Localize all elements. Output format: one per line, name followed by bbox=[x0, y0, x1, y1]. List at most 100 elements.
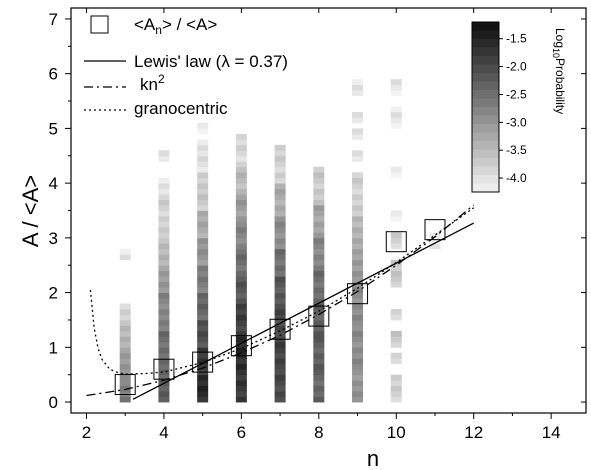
heatmap-cell bbox=[158, 281, 170, 288]
heatmap-cell bbox=[274, 248, 286, 255]
colorbar-tick-label: -2.0 bbox=[506, 60, 527, 74]
heatmap-cell bbox=[313, 330, 325, 337]
x-tick-label: 14 bbox=[542, 423, 561, 442]
heatmap-cell bbox=[197, 172, 209, 179]
heatmap-cell bbox=[313, 221, 325, 228]
heatmap-cell bbox=[313, 369, 325, 376]
heatmap-cell bbox=[352, 303, 364, 310]
heatmap-cell bbox=[352, 369, 364, 376]
y-tick-label: 2 bbox=[49, 284, 58, 303]
heatmap-cell bbox=[390, 243, 402, 250]
heatmap-cell bbox=[235, 177, 247, 184]
heatmap-cell bbox=[119, 380, 131, 387]
series-line-dotted bbox=[89, 207, 475, 375]
heatmap-cell bbox=[313, 309, 325, 315]
heatmap-cell bbox=[352, 215, 364, 222]
heatmap-cell bbox=[313, 385, 325, 392]
heatmap-cell bbox=[197, 194, 209, 200]
heatmap-cell bbox=[197, 358, 209, 365]
heatmap-cell bbox=[274, 385, 286, 392]
heatmap-cell bbox=[352, 265, 364, 272]
heatmap-cell bbox=[197, 270, 209, 277]
heatmap-cell bbox=[158, 259, 170, 266]
heatmap-cell bbox=[197, 265, 209, 272]
colorbar-cell bbox=[472, 115, 499, 125]
heatmap-cell bbox=[119, 325, 131, 332]
heatmap-cell bbox=[352, 363, 364, 370]
heatmap-cell bbox=[197, 139, 209, 146]
colorbar-cell bbox=[472, 47, 499, 57]
heatmap-cell bbox=[119, 303, 131, 310]
heatmap-cell bbox=[274, 363, 286, 370]
heatmap-cell bbox=[313, 226, 325, 233]
y-tick-label: 3 bbox=[49, 229, 58, 248]
heatmap-cell bbox=[274, 276, 286, 283]
colorbar-frame bbox=[471, 21, 500, 193]
heatmap-cell bbox=[313, 319, 325, 326]
heatmap-cell bbox=[197, 128, 209, 135]
heatmap-cell bbox=[158, 150, 170, 157]
heatmap-cell bbox=[235, 385, 247, 392]
heatmap-cell bbox=[352, 243, 364, 250]
heatmap-cell bbox=[274, 177, 286, 184]
heatmap-cell bbox=[352, 79, 364, 86]
data-point bbox=[153, 358, 175, 380]
heatmap-cell bbox=[313, 199, 325, 206]
heatmap-cell bbox=[119, 358, 131, 365]
heatmap-cell bbox=[313, 183, 325, 190]
heatmap-cell bbox=[352, 237, 364, 244]
heatmap-cell bbox=[390, 117, 402, 124]
heatmap-cell bbox=[197, 243, 209, 250]
heatmap-cell bbox=[313, 341, 325, 348]
legend-label-lewis: Lewis' law (λ = 0.37) bbox=[134, 52, 288, 71]
heatmap-cell bbox=[390, 385, 402, 392]
heatmap-cell bbox=[119, 254, 131, 261]
heatmap-cell bbox=[235, 341, 247, 348]
heatmap-cell bbox=[197, 396, 209, 403]
heatmap-cell bbox=[158, 385, 170, 392]
x-tick-label: 10 bbox=[387, 423, 406, 442]
heatmap-cell bbox=[158, 336, 170, 343]
heatmap-cell bbox=[197, 161, 209, 168]
heatmap-cell bbox=[352, 226, 364, 233]
colorbar-tick-label: -3.0 bbox=[506, 115, 527, 129]
data-point bbox=[308, 305, 330, 327]
heatmap-cell bbox=[274, 199, 286, 206]
heatmap-cell bbox=[158, 243, 170, 250]
heatmap-cell bbox=[197, 363, 209, 370]
colorbar-tick-label: -3.5 bbox=[506, 143, 527, 157]
heatmap-cell bbox=[274, 298, 286, 304]
heatmap-cell bbox=[274, 221, 286, 228]
heatmap-cell bbox=[119, 363, 131, 370]
heatmap-cell bbox=[158, 303, 170, 310]
heatmap-cell bbox=[235, 319, 247, 326]
heatmap-cell bbox=[197, 177, 209, 184]
heatmap-cell bbox=[274, 374, 286, 381]
heatmap-cell bbox=[235, 303, 247, 310]
heatmap-cell bbox=[158, 347, 170, 354]
heatmap-cell bbox=[390, 276, 402, 283]
colorbar-cell bbox=[472, 132, 499, 142]
heatmap-cell bbox=[158, 287, 170, 293]
heatmap-cell bbox=[390, 396, 402, 403]
heatmap-cell bbox=[390, 237, 402, 244]
heatmap-cell bbox=[274, 287, 286, 293]
heatmap-cell bbox=[313, 205, 325, 211]
x-axis-ticks: 2 4 6 8 10 12 14 bbox=[82, 8, 561, 442]
heatmap-cell bbox=[119, 347, 131, 354]
heatmap-cell bbox=[235, 363, 247, 370]
data-point bbox=[347, 283, 369, 305]
heatmap-cell bbox=[197, 226, 209, 233]
heatmap-cell bbox=[313, 380, 325, 387]
heatmap-cell bbox=[158, 369, 170, 376]
heatmap-cell bbox=[197, 248, 209, 255]
heatmap-cell bbox=[235, 358, 247, 365]
heatmap-cell bbox=[158, 341, 170, 348]
y-tick-label: 1 bbox=[49, 338, 58, 357]
heatmap-cell bbox=[390, 79, 402, 86]
heatmap-cell bbox=[197, 303, 209, 310]
heatmap-cell bbox=[313, 166, 325, 173]
heatmap-cell bbox=[390, 391, 402, 397]
heatmap-cell bbox=[197, 341, 209, 348]
heatmap-cell bbox=[352, 396, 364, 403]
